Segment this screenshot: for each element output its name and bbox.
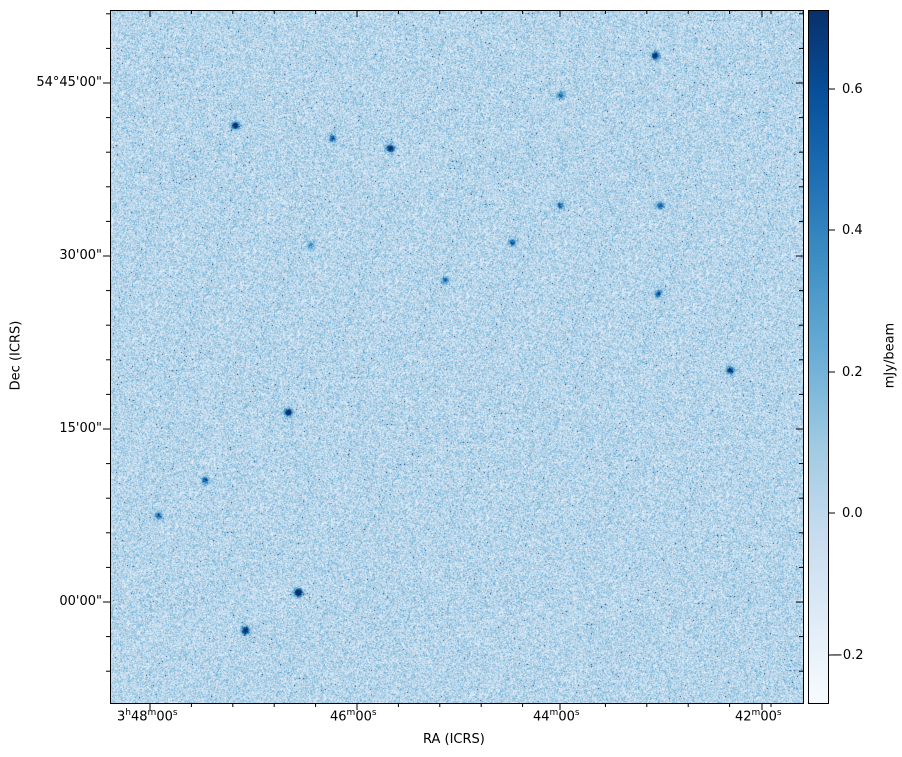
y-tick-label-1: 30'00": [59, 248, 102, 263]
x-tick-label-3: 42m00s: [735, 708, 782, 725]
colorbar-tick-4: −0.2: [832, 648, 864, 663]
colorbar-label: mJy/beam: [882, 322, 898, 389]
colorbar-tick-2: 0.2: [842, 365, 863, 380]
sky-image: [110, 10, 803, 703]
colorbar: [808, 10, 829, 704]
y-axis-label: Dec (ICRS): [8, 320, 24, 391]
colorbar-tick-0: 0.6: [842, 82, 863, 97]
colorbar-tick-3: 0.0: [842, 506, 863, 521]
x-tick-label-2: 44m00s: [533, 708, 580, 725]
y-tick-label-3: 00'00": [59, 594, 102, 609]
plot-border: [110, 10, 804, 704]
x-tick-label-0: 3h48m00s: [117, 708, 178, 725]
y-tick-label-0: 54°45'00": [36, 75, 102, 90]
x-tick-label-1: 46m00s: [330, 708, 377, 725]
y-tick-label-2: 15'00": [59, 421, 102, 436]
x-axis-label: RA (ICRS): [423, 732, 485, 747]
colorbar-tick-1: 0.4: [842, 223, 863, 238]
